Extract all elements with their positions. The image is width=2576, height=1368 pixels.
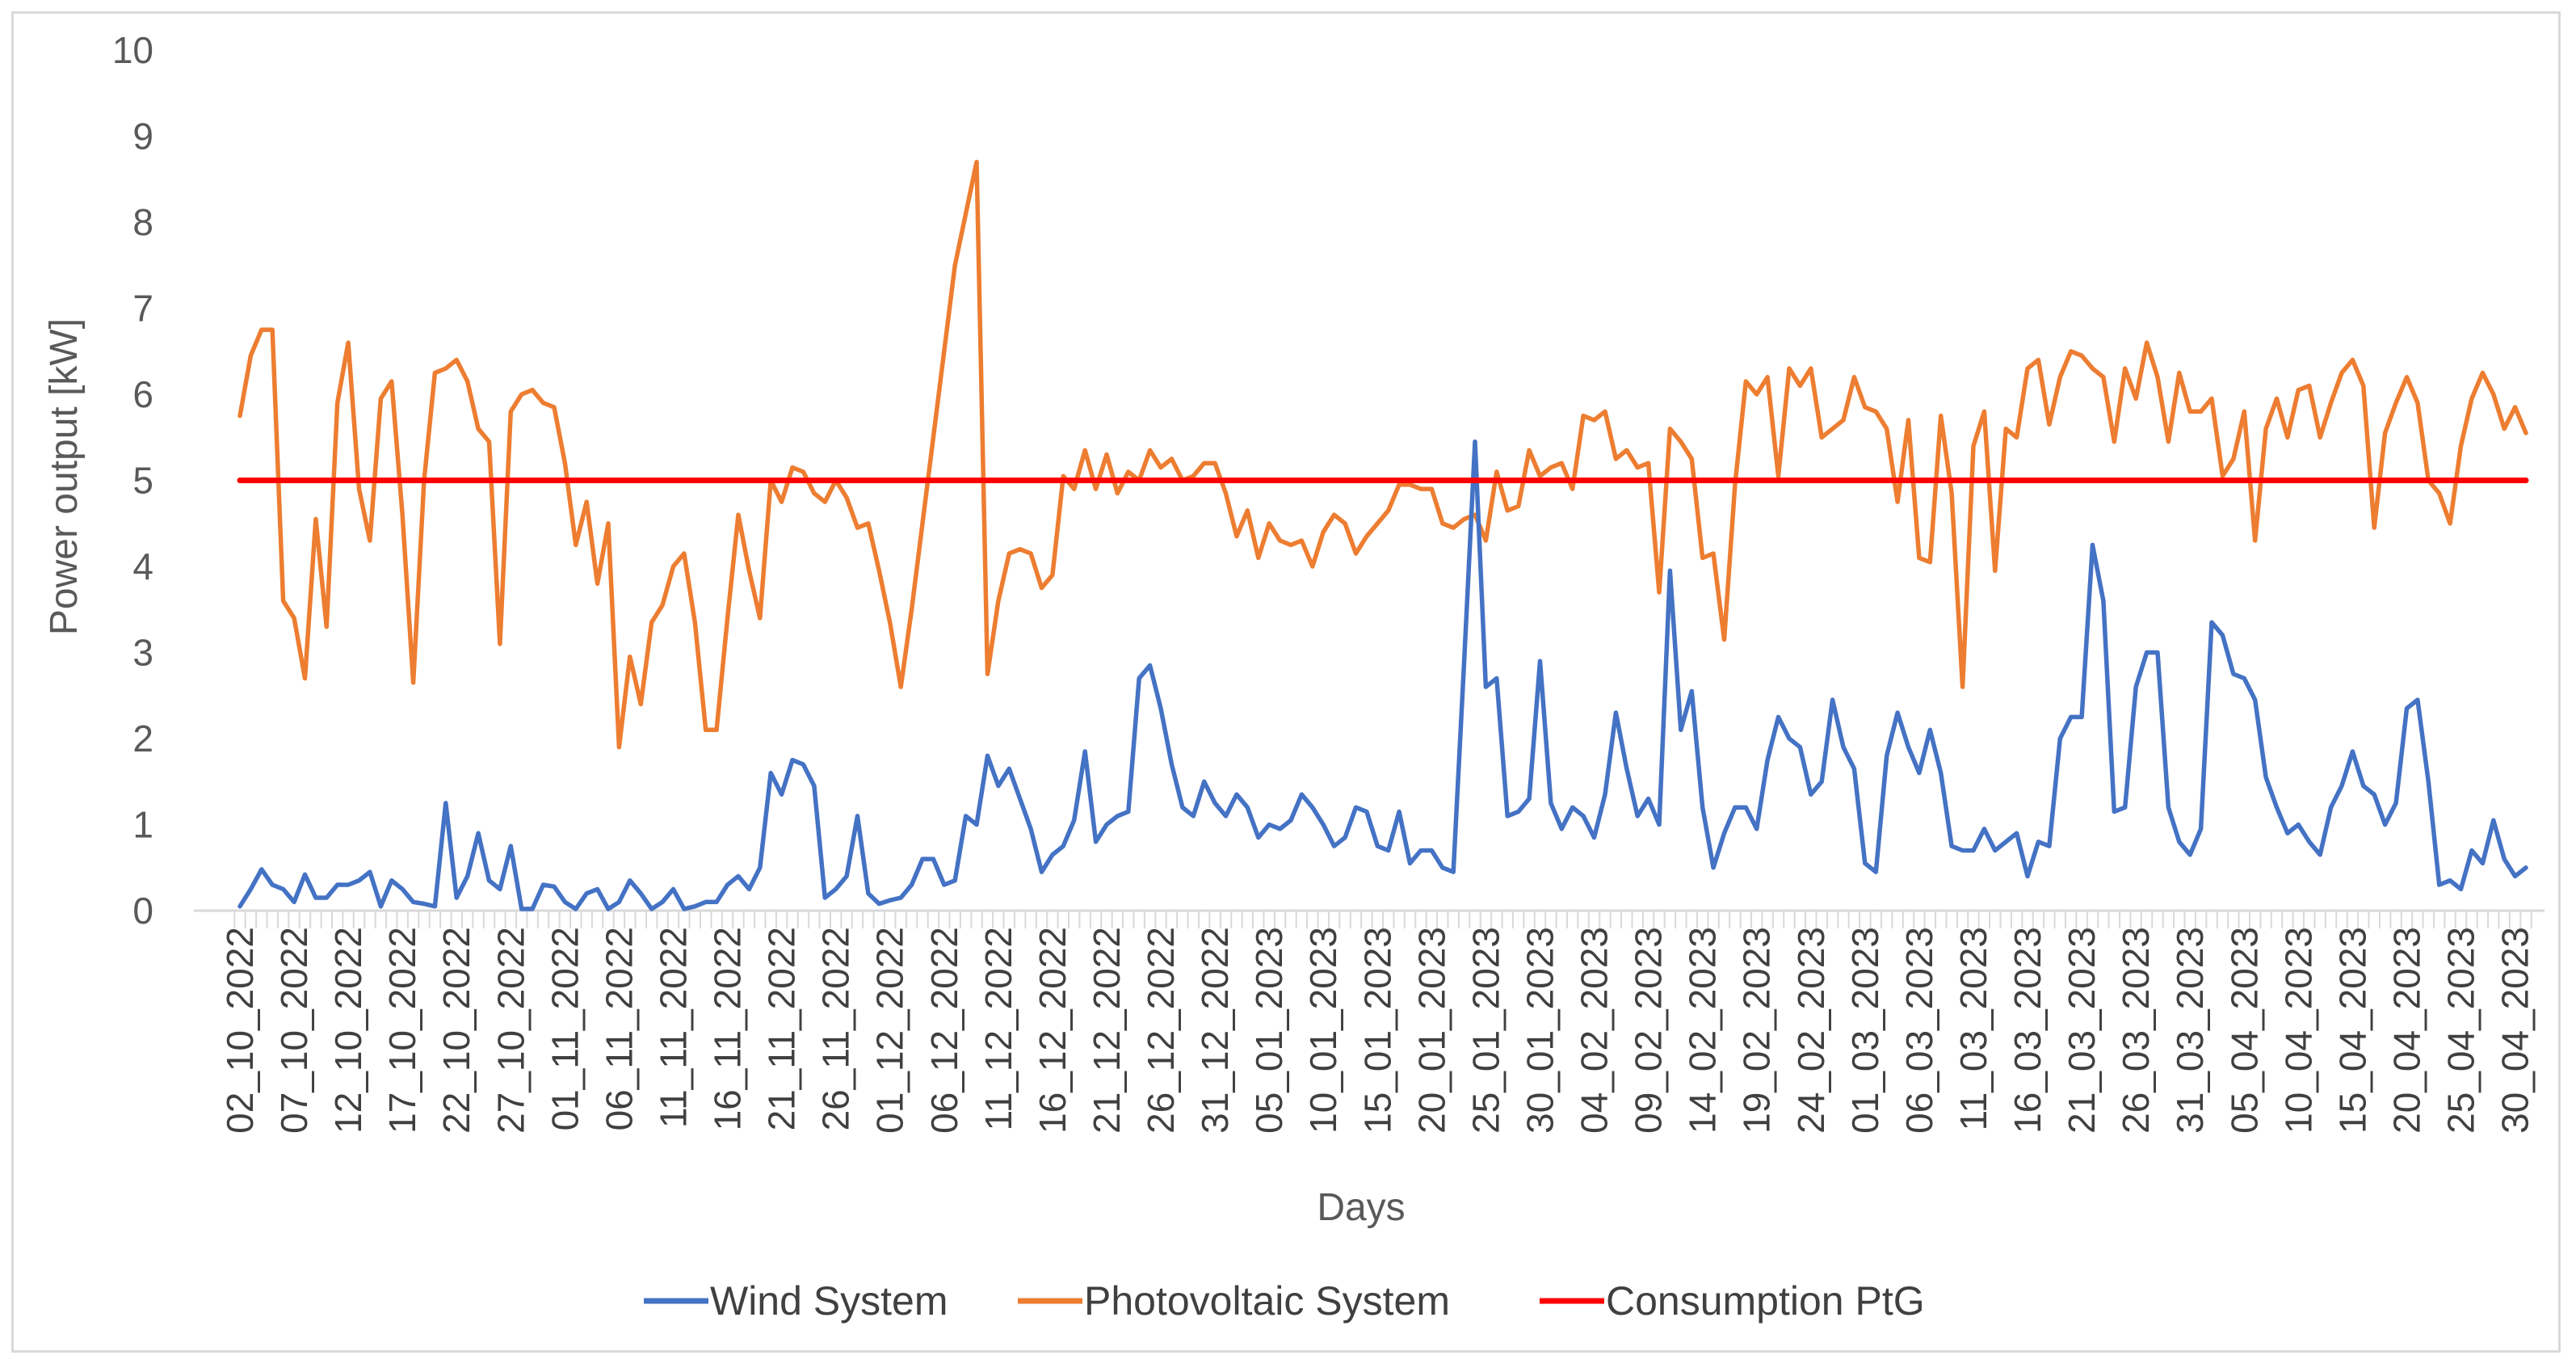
y-tick-label: 1 (132, 804, 153, 846)
x-tick-label: 11_12_2022 (977, 927, 1019, 1130)
x-tick-label: 01_11_2022 (544, 927, 586, 1130)
x-tick-label: 04_02_2023 (1574, 927, 1616, 1134)
y-tick-label: 4 (132, 545, 153, 587)
x-tick-label: 06_11_2022 (598, 927, 640, 1130)
x-tick-label: 31_12_2022 (1194, 927, 1236, 1134)
x-tick-label: 15_01_2023 (1356, 927, 1398, 1134)
x-tick-label: 25_04_2023 (2440, 927, 2482, 1134)
legend-label-consumption-ptg: Consumption PtG (1606, 1278, 1925, 1324)
x-tick-label: 14_02_2023 (1682, 927, 1724, 1134)
x-tick-label: 21_11_2022 (761, 927, 803, 1130)
x-tick-label: 12_10_2022 (327, 927, 369, 1134)
x-tick-label: 16_03_2023 (2007, 927, 2049, 1134)
y-axis-title: Power output [kW] (43, 318, 86, 635)
x-tick-label: 16_11_2022 (707, 927, 749, 1130)
x-tick-label: 01_12_2022 (869, 927, 911, 1134)
x-tick-label: 26_11_2022 (815, 927, 857, 1130)
x-tick-label: 07_10_2022 (273, 927, 315, 1134)
x-tick-label: 01_03_2023 (1844, 927, 1886, 1134)
x-tick-label: 10_01_2023 (1302, 927, 1344, 1134)
x-tick-label: 21_03_2023 (2061, 927, 2103, 1134)
x-tick-label: 19_02_2023 (1736, 927, 1778, 1134)
wind-system-line (237, 439, 2528, 911)
legend-label-photovoltaic-system: Photovoltaic System (1084, 1278, 1450, 1324)
x-tick-label: 26_12_2022 (1140, 927, 1182, 1134)
y-tick-label: 10 (112, 29, 153, 71)
x-tick-label: 21_12_2022 (1086, 927, 1128, 1134)
y-tick-label: 6 (132, 373, 153, 415)
x-tick-label: 17_10_2022 (381, 927, 423, 1134)
y-tick-label: 0 (132, 890, 153, 932)
x-tick-label: 06_12_2022 (923, 927, 965, 1134)
x-tick-label: 02_10_2022 (219, 927, 261, 1134)
y-tick-label: 7 (132, 288, 153, 330)
y-tick-label: 9 (132, 116, 153, 158)
x-tick-label: 26_03_2023 (2115, 927, 2157, 1134)
x-tick-label: 05_01_2023 (1248, 927, 1290, 1134)
x-tick-label: 11_03_2023 (1952, 927, 1994, 1130)
photovoltaic-system-line (237, 159, 2528, 750)
x-axis-title: Days (1317, 1186, 1405, 1229)
x-tick-label: 20_04_2023 (2385, 927, 2427, 1134)
x-tick-label: 10_04_2023 (2277, 927, 2319, 1134)
y-axis-ticks: 0 1 2 3 4 5 6 7 8 9 10 (112, 29, 153, 932)
x-tick-label: 09_02_2023 (1628, 927, 1670, 1134)
series-layer (237, 159, 2529, 911)
x-tick-label: 15_04_2023 (2331, 927, 2373, 1134)
x-tick-label: 11_11_2022 (652, 927, 694, 1128)
x-tick-label: 05_04_2023 (2223, 927, 2265, 1134)
y-tick-label: 8 (132, 201, 153, 243)
x-tick-label: 30_01_2023 (1519, 927, 1561, 1134)
y-tick-label: 5 (132, 460, 153, 502)
x-tick-label: 27_10_2022 (490, 927, 532, 1134)
x-tick-label: 06_03_2023 (1898, 927, 1940, 1134)
x-tick-label: 22_10_2022 (435, 927, 477, 1134)
x-tick-label: 24_02_2023 (1790, 927, 1832, 1134)
x-tick-label: 25_01_2023 (1464, 927, 1507, 1134)
x-tick-label: 20_01_2023 (1410, 927, 1452, 1134)
x-tick-label: 30_04_2023 (2494, 927, 2536, 1134)
x-axis: 02_10_2022 07_10_2022 12_10_2022 17_10_2022… (194, 909, 2544, 1134)
y-tick-label: 2 (132, 718, 153, 760)
legend: Wind System Photovoltaic System Consumptio… (644, 1278, 1925, 1324)
legend-label-wind-system: Wind System (710, 1278, 948, 1324)
x-tick-label: 31_03_2023 (2169, 927, 2211, 1134)
x-tick-label: 16_12_2022 (1032, 927, 1074, 1134)
y-tick-label: 3 (132, 632, 153, 674)
